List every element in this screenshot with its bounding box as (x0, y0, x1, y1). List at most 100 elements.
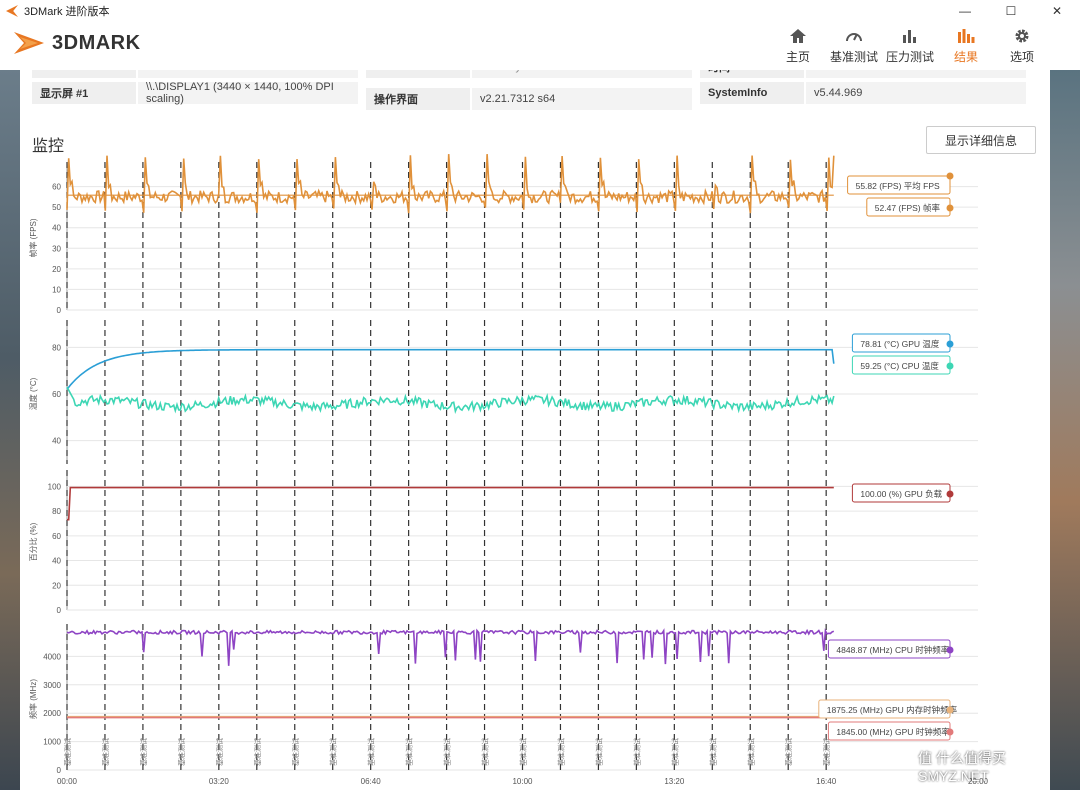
legend-marker-dot (946, 204, 954, 212)
loop-marker-label: 基准测试 (405, 738, 414, 766)
loop-marker-label: 基准测试 (139, 738, 148, 766)
legend-marker-dot (946, 706, 954, 714)
chart-y-axis-label: 百分比 (%) (28, 522, 38, 561)
main-nav: 主页 基准测试 压力测试 结果 (770, 26, 1050, 65)
info-label-gpu: GPU (32, 70, 136, 78)
legend-callout-text: 55.82 (FPS) 平均 FPS (856, 181, 940, 191)
chart-y-tick-label: 100 (48, 482, 62, 491)
chart-x-tick-label: 10:00 (512, 777, 533, 786)
info-value-systeminfo: v5.44.969 (806, 82, 1026, 104)
close-button[interactable]: ✕ (1051, 4, 1063, 18)
loop-marker-label: 基准测试 (291, 738, 300, 766)
chart-series-line (66, 386, 835, 415)
chart-series-line (66, 628, 835, 666)
info-label-ui: 操作界面 (366, 88, 470, 110)
info-row-gpu: GPU NVIDIA GeForce RTX 3080 (32, 70, 358, 78)
chart-series-line (66, 348, 835, 390)
chart-x-tick-label: 06:40 (361, 777, 382, 786)
nav-results[interactable]: 结果 (938, 26, 994, 65)
loop-marker-label: 基准测试 (784, 738, 793, 766)
chart-y-tick-label: 60 (52, 532, 61, 541)
chart-x-tick-label: 16:40 (816, 777, 837, 786)
nav-options-label: 选项 (1009, 50, 1034, 64)
chart-y-tick-label: 40 (52, 437, 61, 446)
logo-mark-icon (14, 32, 44, 54)
logo-text: 3DMARK (52, 31, 141, 54)
minimize-button[interactable]: — (959, 4, 971, 18)
legend-callout-text: 100.00 (%) GPU 负载 (860, 489, 942, 499)
results-icon (957, 26, 975, 46)
chart-y-tick-label: 10 (52, 285, 61, 294)
gear-icon (1013, 26, 1031, 46)
chart-y-tick-label: 40 (52, 557, 61, 566)
legend-marker-dot (946, 362, 954, 370)
info-value-ui: v2.21.7312 s64 (472, 88, 692, 110)
logo[interactable]: 3DMARK (14, 28, 141, 58)
loop-marker-label: 基准测试 (367, 738, 376, 766)
legend-marker-dot (946, 340, 954, 348)
chart-y-tick-label: 80 (52, 343, 61, 352)
info-label-cpu: CPU (366, 70, 470, 78)
chart-y-tick-label: 20 (52, 581, 61, 590)
loop-marker-label: 基准测试 (63, 738, 72, 766)
chart-x-tick-label: 03:20 (209, 777, 230, 786)
gauge-icon (845, 26, 863, 46)
chart-y-tick-label: 0 (57, 306, 62, 315)
monitoring-title: 监控 (32, 138, 65, 155)
loop-marker-label: 基准测试 (519, 738, 528, 766)
maximize-button[interactable]: ☐ (1005, 4, 1017, 18)
loop-marker-label: 基准测试 (670, 738, 679, 766)
loop-marker-label: 基准测试 (708, 738, 717, 766)
title-bar: 3DMark 进阶版本 — ☐ ✕ (0, 0, 1080, 22)
loop-marker-label: 基准测试 (481, 738, 490, 766)
show-details-button[interactable]: 显示详细信息 (926, 126, 1036, 154)
app-header: 3DMARK 主页 基准测试 压力测试 (0, 22, 1080, 70)
chart-y-tick-label: 0 (57, 766, 62, 775)
loop-marker-label: 基准测试 (101, 738, 110, 766)
legend-marker-dot (946, 728, 954, 736)
chart-y-tick-label: 30 (52, 244, 61, 253)
info-row-systeminfo: SystemInfo v5.44.969 (700, 82, 1026, 104)
chart-x-tick-label: 20:00 (968, 777, 989, 786)
info-value-time: 2021-12-16 16:20 +08:00 (806, 70, 1026, 78)
chart-series-line (67, 486, 834, 521)
loop-marker-label: 基准测试 (594, 738, 603, 766)
legend-callout-box (847, 175, 951, 195)
chart-y-tick-label: 3000 (43, 681, 61, 690)
nav-options[interactable]: 选项 (994, 26, 1050, 65)
chart-x-tick-label: 00:00 (57, 777, 78, 786)
info-value-gpu: NVIDIA GeForce RTX 3080 (138, 70, 358, 78)
loop-marker-label: 基准测试 (746, 738, 755, 766)
legend-marker-dot (946, 490, 954, 498)
legend-marker-dot (946, 646, 954, 654)
legend-callout-text: 1845.00 (MHz) GPU 时钟频率 (836, 727, 950, 737)
window-title: 3DMark 进阶版本 (24, 6, 110, 18)
chart-y-tick-label: 50 (52, 203, 61, 212)
home-icon (789, 26, 807, 46)
chart-y-tick-label: 60 (52, 390, 61, 399)
chart-y-axis-label: 温度 (°C) (28, 377, 38, 410)
nav-benchmarks[interactable]: 基准测试 (826, 26, 882, 65)
chart-y-tick-label: 0 (57, 606, 62, 615)
loop-marker-label: 基准测试 (632, 738, 641, 766)
legend-callout-text: 52.47 (FPS) 帧率 (875, 203, 941, 213)
chart-series-line (66, 154, 835, 214)
nav-stress-tests[interactable]: 压力测试 (882, 26, 938, 65)
info-row-cpu: CPU AMD Ryzen 5 5600X 6-Core Processor (366, 70, 692, 78)
chart-y-axis-label: 帧率 (FPS) (28, 218, 38, 257)
loop-marker-label: 基准测试 (556, 738, 565, 766)
info-row-display: 显示屏 #1 \\.\DISPLAY1 (3440 × 1440, 100% D… (32, 81, 358, 105)
loop-marker-label: 基准测试 (329, 738, 338, 766)
legend-callout-text: 78.81 (°C) GPU 温度 (860, 339, 939, 349)
chart-y-tick-label: 20 (52, 265, 61, 274)
info-row-ui: 操作界面 v2.21.7312 s64 (366, 88, 692, 110)
results-content: GPU NVIDIA GeForce RTX 3080 CPU AMD Ryze… (20, 70, 1050, 790)
desktop-background-left (0, 70, 20, 790)
bar-chart-icon (901, 26, 919, 46)
nav-home[interactable]: 主页 (770, 26, 826, 65)
nav-stress-tests-label: 压力测试 (885, 50, 934, 64)
chart-y-axis-label: 频率 (MHz) (28, 679, 38, 719)
chart-y-tick-label: 1000 (43, 738, 61, 747)
loop-marker-label: 基准测试 (177, 738, 186, 766)
